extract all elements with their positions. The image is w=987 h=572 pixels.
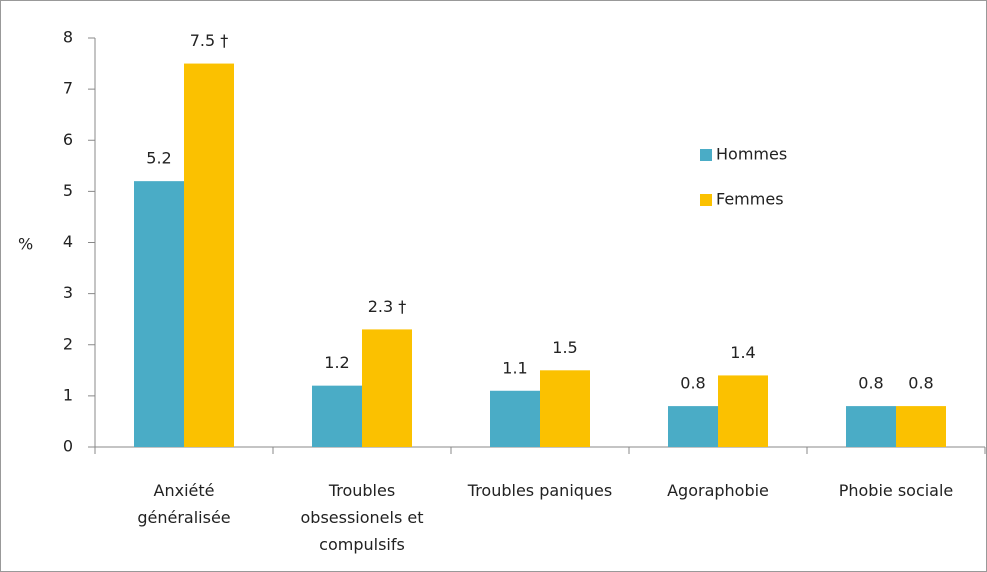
- data-label: 1.2: [324, 353, 349, 372]
- x-tick-label: Phobie sociale: [838, 481, 954, 500]
- bar: [668, 406, 718, 447]
- legend-swatch: [700, 194, 712, 206]
- x-tick-label: Anxiété généralisée: [137, 481, 231, 527]
- bar: [362, 329, 412, 447]
- bar: [540, 370, 590, 447]
- data-label: 1.5: [552, 338, 577, 357]
- legend-label: Femmes: [716, 190, 784, 209]
- bar: [896, 406, 946, 447]
- y-tick-label: 5: [63, 181, 73, 200]
- data-label: 7.5 †: [190, 31, 229, 50]
- data-label: 1.4: [730, 343, 755, 362]
- bar: [718, 375, 768, 447]
- y-axis-label: %: [18, 235, 33, 254]
- bar: [134, 181, 184, 447]
- x-tick-label: Troubles paniques: [467, 481, 613, 500]
- y-tick-label: 1: [63, 385, 73, 404]
- y-tick-label: 6: [63, 130, 73, 149]
- x-tick-label: Troubles obsessionels et compulsifs: [300, 481, 424, 554]
- y-tick-label: 7: [63, 79, 73, 98]
- bar: [490, 390, 540, 447]
- y-tick-label: 0: [63, 437, 73, 456]
- y-tick-label: 8: [63, 28, 73, 47]
- y-tick-label: 2: [63, 334, 73, 353]
- data-label: 0.8: [858, 374, 883, 393]
- bar: [184, 63, 234, 447]
- y-tick-label: 4: [63, 232, 73, 251]
- bar: [846, 406, 896, 447]
- data-label: 0.8: [908, 374, 933, 393]
- data-label: 5.2: [146, 149, 171, 168]
- y-tick-label: 3: [63, 283, 73, 302]
- data-label: 1.1: [502, 358, 527, 377]
- data-label: 2.3 †: [368, 297, 407, 316]
- data-label: 0.8: [680, 374, 705, 393]
- bar: [312, 385, 362, 447]
- legend-label: Hommes: [716, 145, 787, 164]
- legend-swatch: [700, 149, 712, 161]
- x-tick-label: Agoraphobie: [667, 481, 769, 500]
